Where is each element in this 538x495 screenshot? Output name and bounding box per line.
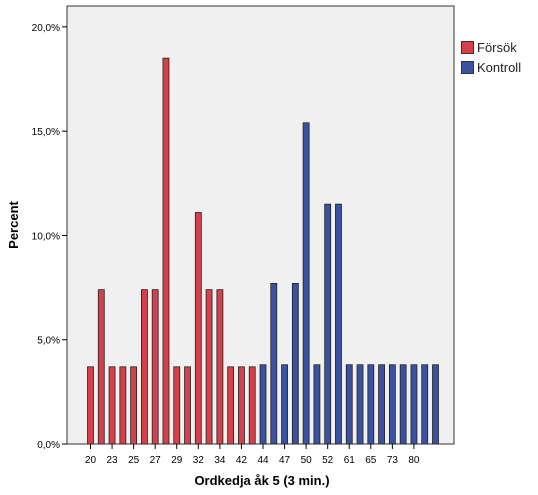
- x-tick-label: 23: [107, 455, 119, 466]
- bar-kontroll: [399, 364, 407, 445]
- bar-kontroll: [259, 364, 267, 445]
- legend-swatch-kontroll: [461, 60, 474, 74]
- y-tick-label: 15,0%: [32, 127, 60, 138]
- x-tick-label: 61: [344, 455, 356, 466]
- bar-kontroll: [356, 364, 364, 445]
- x-tick-label: 65: [365, 455, 377, 466]
- x-axis-title: Ordkedja åk 5 (3 min.): [194, 473, 329, 488]
- bar-forsok: [119, 366, 127, 445]
- bar-forsok: [194, 212, 202, 445]
- bar-forsok: [151, 289, 159, 445]
- x-axis: 20 23 25 27 29 32 34 42 44 47 50 52 61 65 73 80: [85, 444, 420, 466]
- x-tick-label: 50: [301, 455, 313, 466]
- legend: Försök Kontroll: [461, 37, 521, 77]
- legend-label-kontroll: Kontroll: [477, 59, 522, 75]
- x-tick-label: 47: [279, 455, 291, 466]
- x-tick-label: 27: [150, 455, 162, 466]
- bar-forsok: [97, 289, 105, 445]
- bar-kontroll: [410, 364, 418, 445]
- legend-item-forsok: Försök: [461, 37, 521, 57]
- y-axis: 0,0% 5,0% 10,0% 15,0% 20,0%: [32, 23, 67, 451]
- bar-forsok: [130, 366, 138, 445]
- bar-forsok: [227, 366, 235, 445]
- bar-forsok: [184, 366, 191, 445]
- bar-forsok: [141, 289, 148, 445]
- bar-forsok: [162, 57, 170, 445]
- bar-forsok: [87, 366, 94, 445]
- bar-forsok: [108, 366, 116, 445]
- x-tick-label: 80: [408, 455, 420, 466]
- bar-kontroll: [324, 203, 332, 445]
- bar-kontroll: [432, 364, 439, 445]
- x-tick-label: 29: [171, 455, 183, 466]
- bar-kontroll: [291, 282, 299, 445]
- bar-kontroll: [281, 364, 288, 445]
- bar-forsok: [216, 289, 224, 445]
- bar-kontroll: [302, 122, 310, 445]
- bar-kontroll: [313, 364, 321, 445]
- y-tick-label: 10,0%: [32, 231, 60, 242]
- legend-swatch-forsok: [461, 40, 474, 54]
- y-tick-label: 20,0%: [32, 23, 60, 34]
- y-axis-title: Percent: [6, 200, 21, 248]
- legend-label-forsok: Försök: [477, 39, 517, 55]
- x-tick-label: 20: [85, 455, 97, 466]
- bar-kontroll: [388, 364, 396, 445]
- bar-kontroll: [345, 364, 353, 445]
- x-tick-label: 42: [236, 455, 248, 466]
- bar-kontroll: [378, 364, 385, 445]
- x-tick-label: 25: [128, 455, 140, 466]
- bar-kontroll: [421, 364, 429, 445]
- x-tick-label: 44: [257, 455, 269, 466]
- bar-forsok: [248, 366, 256, 445]
- bar-forsok: [173, 366, 181, 445]
- bar-kontroll: [270, 282, 278, 445]
- y-tick-label: 0,0%: [37, 440, 60, 451]
- x-tick-label: 34: [214, 455, 226, 466]
- y-tick-label: 5,0%: [37, 336, 60, 347]
- bars: [87, 57, 439, 445]
- legend-item-kontroll: Kontroll: [461, 57, 521, 77]
- x-tick-label: 73: [387, 455, 399, 466]
- bar-kontroll: [367, 364, 375, 445]
- bar-forsok: [205, 289, 213, 445]
- x-tick-label: 32: [193, 455, 205, 466]
- bar-forsok: [238, 366, 245, 445]
- bar-kontroll: [335, 203, 342, 445]
- x-tick-label: 52: [322, 455, 334, 466]
